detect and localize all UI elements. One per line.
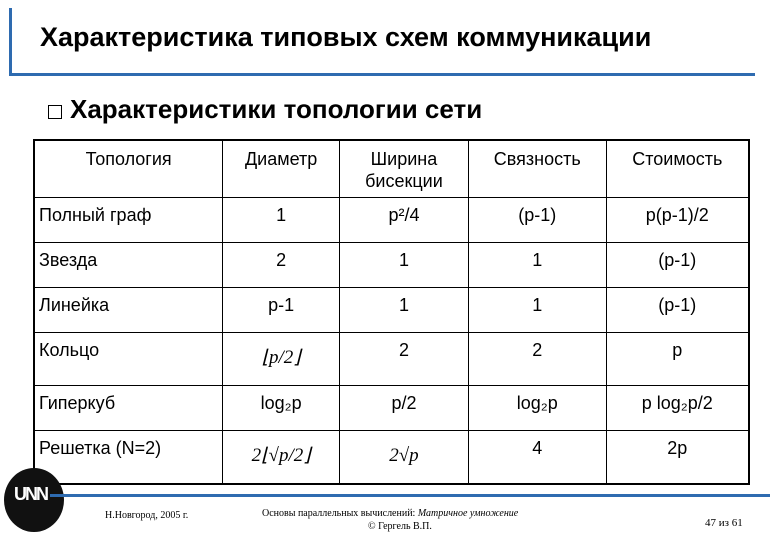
table-cell: p log₂p/2: [605, 385, 750, 431]
table-header-row: Топология Диаметр Ширина бисекции Связно…: [33, 139, 750, 198]
table-cell: 1: [467, 287, 607, 333]
footer-course-name: Основы параллельных вычислений:: [262, 508, 416, 519]
table-cell: (p-1): [605, 287, 750, 333]
section-heading-text: Характеристики топологии сети: [70, 94, 483, 124]
table-cell: 2: [222, 242, 340, 288]
table-cell: (p-1): [605, 242, 750, 288]
header-cell: Диаметр: [222, 139, 340, 198]
table-row: Гиперкуб log₂p p/2 log₂p p log₂p/2: [33, 385, 750, 431]
table-row: Полный граф 1 p²/4 (p-1) p(p-1)/2: [33, 197, 750, 243]
table-cell: 1: [467, 242, 607, 288]
table-cell: 2√p: [338, 430, 469, 485]
header-cell: Топология: [33, 139, 224, 198]
page-number: 47 из 61: [705, 517, 743, 529]
footer-course: Основы параллельных вычислений: Матрично…: [262, 508, 518, 519]
topology-table: Топология Диаметр Ширина бисекции Связно…: [33, 139, 750, 485]
title-accent-bar: [9, 8, 12, 76]
topology-name-cell: Полный граф: [33, 197, 224, 243]
header-cell: Стоимость: [605, 139, 750, 198]
table-cell: 4: [467, 430, 607, 485]
topology-name-cell: Звезда: [33, 242, 224, 288]
page-title: Характеристика типовых схем коммуникации: [40, 22, 652, 52]
table-row: Кольцо ⌊p/2⌋ 2 2 p: [33, 332, 750, 386]
footer-divider: [50, 494, 770, 497]
table-cell: 1: [338, 287, 469, 333]
footer-location: Н.Новгород, 2005 г.: [105, 510, 189, 521]
table-cell: p(p-1)/2: [605, 197, 750, 243]
table-row: Решетка (N=2) 2⌊√p/2⌋ 2√p 4 2p: [33, 430, 750, 485]
table-cell: p: [605, 332, 750, 386]
table-cell: 1: [338, 242, 469, 288]
footer-author: © Гергель В.П.: [368, 521, 432, 532]
table-cell: p²/4: [338, 197, 469, 243]
table-cell: 1: [222, 197, 340, 243]
unn-logo: UNN: [4, 468, 64, 532]
footer-lecture-name: Матричное умножение: [417, 508, 519, 519]
table-row: Линейка p-1 1 1 (p-1): [33, 287, 750, 333]
topology-name-cell: Линейка: [33, 287, 224, 333]
table-cell: p/2: [338, 385, 469, 431]
topology-name-cell: Гиперкуб: [33, 385, 224, 431]
table-cell: (p-1): [467, 197, 607, 243]
checkbox-bullet-icon: [48, 104, 62, 119]
table-cell: 2: [467, 332, 607, 386]
table-cell: 2: [338, 332, 469, 386]
header-cell: Связность: [467, 139, 607, 198]
table-cell: 2⌊√p/2⌋: [222, 430, 340, 485]
header-cell: Ширина бисекции: [338, 139, 469, 198]
table-cell: log₂p: [222, 385, 340, 431]
table-row: Звезда 2 1 1 (p-1): [33, 242, 750, 288]
table-cell: 2p: [605, 430, 750, 485]
section-heading: Характеристики топологии сети: [48, 94, 482, 125]
title-underline: [9, 73, 755, 76]
table-cell: p-1: [222, 287, 340, 333]
topology-name-cell: Решетка (N=2): [33, 430, 224, 485]
table-cell: ⌊p/2⌋: [222, 332, 340, 386]
table-cell: log₂p: [467, 385, 607, 431]
topology-name-cell: Кольцо: [33, 332, 224, 386]
